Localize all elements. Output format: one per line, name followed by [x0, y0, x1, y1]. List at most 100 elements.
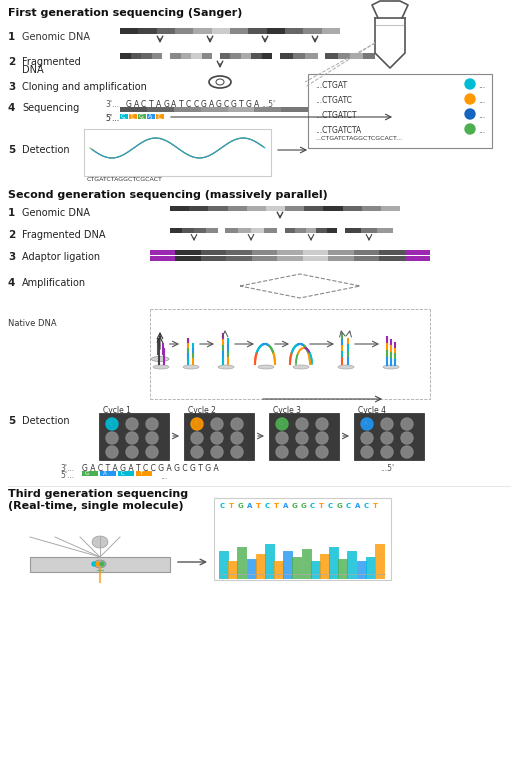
FancyBboxPatch shape [129, 114, 137, 119]
Circle shape [231, 418, 243, 430]
Circle shape [401, 432, 413, 444]
Text: T: T [467, 112, 470, 117]
FancyBboxPatch shape [343, 206, 362, 211]
FancyBboxPatch shape [252, 256, 277, 261]
FancyBboxPatch shape [247, 206, 266, 211]
FancyBboxPatch shape [100, 471, 116, 476]
Text: Native DNA: Native DNA [8, 319, 57, 328]
Text: ...: ... [478, 96, 485, 105]
Circle shape [191, 418, 203, 430]
Circle shape [146, 432, 158, 444]
Circle shape [231, 432, 243, 444]
Text: A: A [209, 100, 214, 109]
Text: 3: 3 [8, 82, 15, 92]
FancyBboxPatch shape [147, 114, 155, 119]
FancyBboxPatch shape [225, 228, 238, 233]
FancyBboxPatch shape [277, 256, 303, 261]
FancyBboxPatch shape [120, 114, 128, 119]
Circle shape [276, 446, 288, 458]
Text: A: A [467, 127, 471, 132]
Text: Adaptor ligation: Adaptor ligation [22, 252, 100, 262]
FancyBboxPatch shape [308, 74, 492, 148]
FancyBboxPatch shape [227, 107, 254, 112]
Circle shape [191, 446, 203, 458]
FancyBboxPatch shape [381, 206, 400, 211]
Text: 5: 5 [8, 416, 15, 426]
Ellipse shape [94, 560, 106, 568]
FancyBboxPatch shape [264, 228, 277, 233]
Text: Cycle 1: Cycle 1 [103, 406, 131, 415]
Text: Genomic DNA: Genomic DNA [22, 208, 90, 218]
FancyBboxPatch shape [354, 413, 424, 460]
FancyBboxPatch shape [174, 107, 201, 112]
FancyBboxPatch shape [322, 28, 340, 34]
FancyBboxPatch shape [254, 107, 281, 112]
Text: Amplification: Amplification [22, 278, 86, 288]
Ellipse shape [293, 365, 309, 369]
FancyBboxPatch shape [130, 53, 141, 59]
Text: C: C [121, 471, 125, 476]
Text: A: A [247, 503, 252, 509]
FancyBboxPatch shape [226, 250, 252, 255]
Text: First generation sequencing (Sanger): First generation sequencing (Sanger) [8, 8, 242, 18]
FancyBboxPatch shape [175, 256, 200, 261]
FancyBboxPatch shape [227, 206, 247, 211]
Circle shape [126, 432, 138, 444]
FancyBboxPatch shape [99, 413, 169, 460]
Text: 1: 1 [8, 32, 15, 42]
Circle shape [146, 446, 158, 458]
Text: C: C [328, 503, 333, 509]
FancyBboxPatch shape [281, 107, 308, 112]
FancyBboxPatch shape [345, 228, 361, 233]
Text: Cycle 4: Cycle 4 [358, 406, 386, 415]
FancyBboxPatch shape [293, 53, 305, 59]
FancyBboxPatch shape [285, 206, 304, 211]
Text: T: T [179, 100, 183, 109]
FancyBboxPatch shape [138, 114, 146, 119]
FancyBboxPatch shape [214, 498, 391, 580]
FancyBboxPatch shape [266, 206, 285, 211]
FancyBboxPatch shape [139, 28, 157, 34]
FancyBboxPatch shape [156, 114, 164, 119]
Circle shape [211, 418, 223, 430]
Circle shape [296, 418, 308, 430]
Text: A: A [156, 100, 161, 109]
FancyBboxPatch shape [329, 250, 354, 255]
FancyBboxPatch shape [305, 53, 318, 59]
Text: G: G [139, 114, 144, 119]
Text: T: T [373, 503, 378, 509]
Text: Cycle 2: Cycle 2 [188, 406, 216, 415]
Ellipse shape [338, 365, 354, 369]
Text: G: G [292, 503, 298, 509]
Text: DNA: DNA [22, 65, 44, 75]
Circle shape [106, 432, 118, 444]
FancyBboxPatch shape [354, 250, 379, 255]
Circle shape [211, 432, 223, 444]
Text: T: T [256, 503, 261, 509]
FancyBboxPatch shape [379, 250, 405, 255]
FancyBboxPatch shape [201, 53, 212, 59]
Text: ...CTGATCTA: ...CTGATCTA [315, 126, 361, 135]
Circle shape [100, 562, 104, 566]
Text: T: T [148, 100, 153, 109]
FancyBboxPatch shape [84, 129, 271, 176]
FancyBboxPatch shape [285, 228, 295, 233]
Text: Second generation sequencing (massively parallel): Second generation sequencing (massively … [8, 190, 328, 200]
Text: G: G [246, 100, 252, 109]
FancyBboxPatch shape [308, 107, 335, 112]
Text: T: T [157, 114, 161, 119]
Text: G: G [301, 503, 307, 509]
Circle shape [126, 418, 138, 430]
Text: 1: 1 [8, 208, 15, 218]
Ellipse shape [383, 365, 399, 369]
Text: T: T [130, 114, 134, 119]
Text: T: T [229, 503, 234, 509]
Text: T: T [139, 471, 142, 476]
FancyBboxPatch shape [150, 256, 175, 261]
Text: 3: 3 [8, 252, 15, 262]
Circle shape [401, 446, 413, 458]
Circle shape [106, 446, 118, 458]
Text: A: A [148, 114, 152, 119]
Text: Cycle 3: Cycle 3 [273, 406, 301, 415]
Text: A: A [149, 118, 153, 123]
